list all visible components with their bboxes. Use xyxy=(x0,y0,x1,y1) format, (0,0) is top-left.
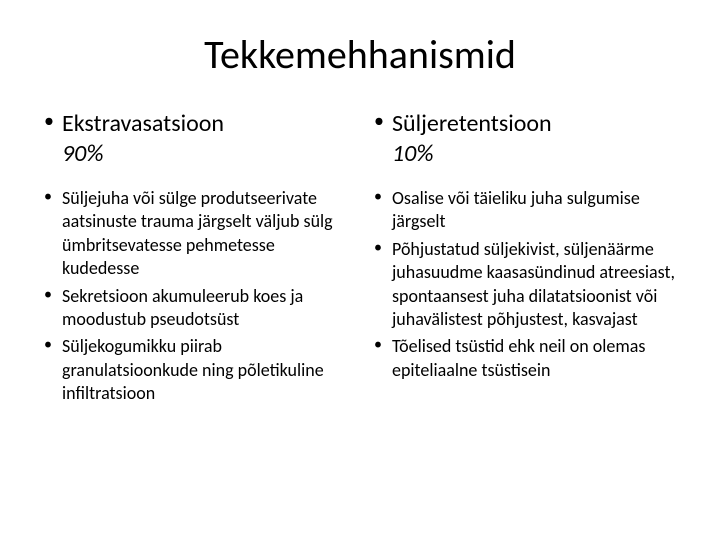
left-heading-item: Ekstravasatsioon 90% xyxy=(40,109,350,169)
right-heading-item: Süljeretentsioon 10% xyxy=(370,109,680,169)
columns: Ekstravasatsioon 90% Süljejuha või sülge… xyxy=(40,109,680,510)
left-column: Ekstravasatsioon 90% Süljejuha või sülge… xyxy=(40,109,350,510)
right-heading: Süljeretentsioon xyxy=(392,109,552,138)
list-item: Osalise või täieliku juha sulgumise järg… xyxy=(370,187,680,234)
list-item: Põhjustatud süljekivist, süljenäärme juh… xyxy=(370,238,680,332)
slide: Tekkemehhanismid Ekstravasatsioon 90% Sü… xyxy=(0,0,720,540)
left-heading: Ekstravasatsioon xyxy=(62,109,224,138)
right-column: Süljeretentsioon 10% Osalise või täielik… xyxy=(370,109,680,510)
list-item: Sekretsioon akumuleerub koes ja moodustu… xyxy=(40,285,350,332)
slide-title: Tekkemehhanismid xyxy=(40,30,680,79)
list-item: Süljekogumikku piirab granulatsioonkude … xyxy=(40,335,350,405)
left-subheading: 90% xyxy=(62,139,350,169)
right-body-list: Osalise või täieliku juha sulgumise järg… xyxy=(370,187,680,386)
right-header-list: Süljeretentsioon 10% xyxy=(370,109,680,169)
list-item: Tõelised tsüstid ehk neil on olemas epit… xyxy=(370,335,680,382)
left-header-list: Ekstravasatsioon 90% xyxy=(40,109,350,169)
list-item: Süljejuha või sülge produtseerivate aats… xyxy=(40,187,350,281)
right-subheading: 10% xyxy=(392,139,680,169)
left-body-list: Süljejuha või sülge produtseerivate aats… xyxy=(40,187,350,410)
